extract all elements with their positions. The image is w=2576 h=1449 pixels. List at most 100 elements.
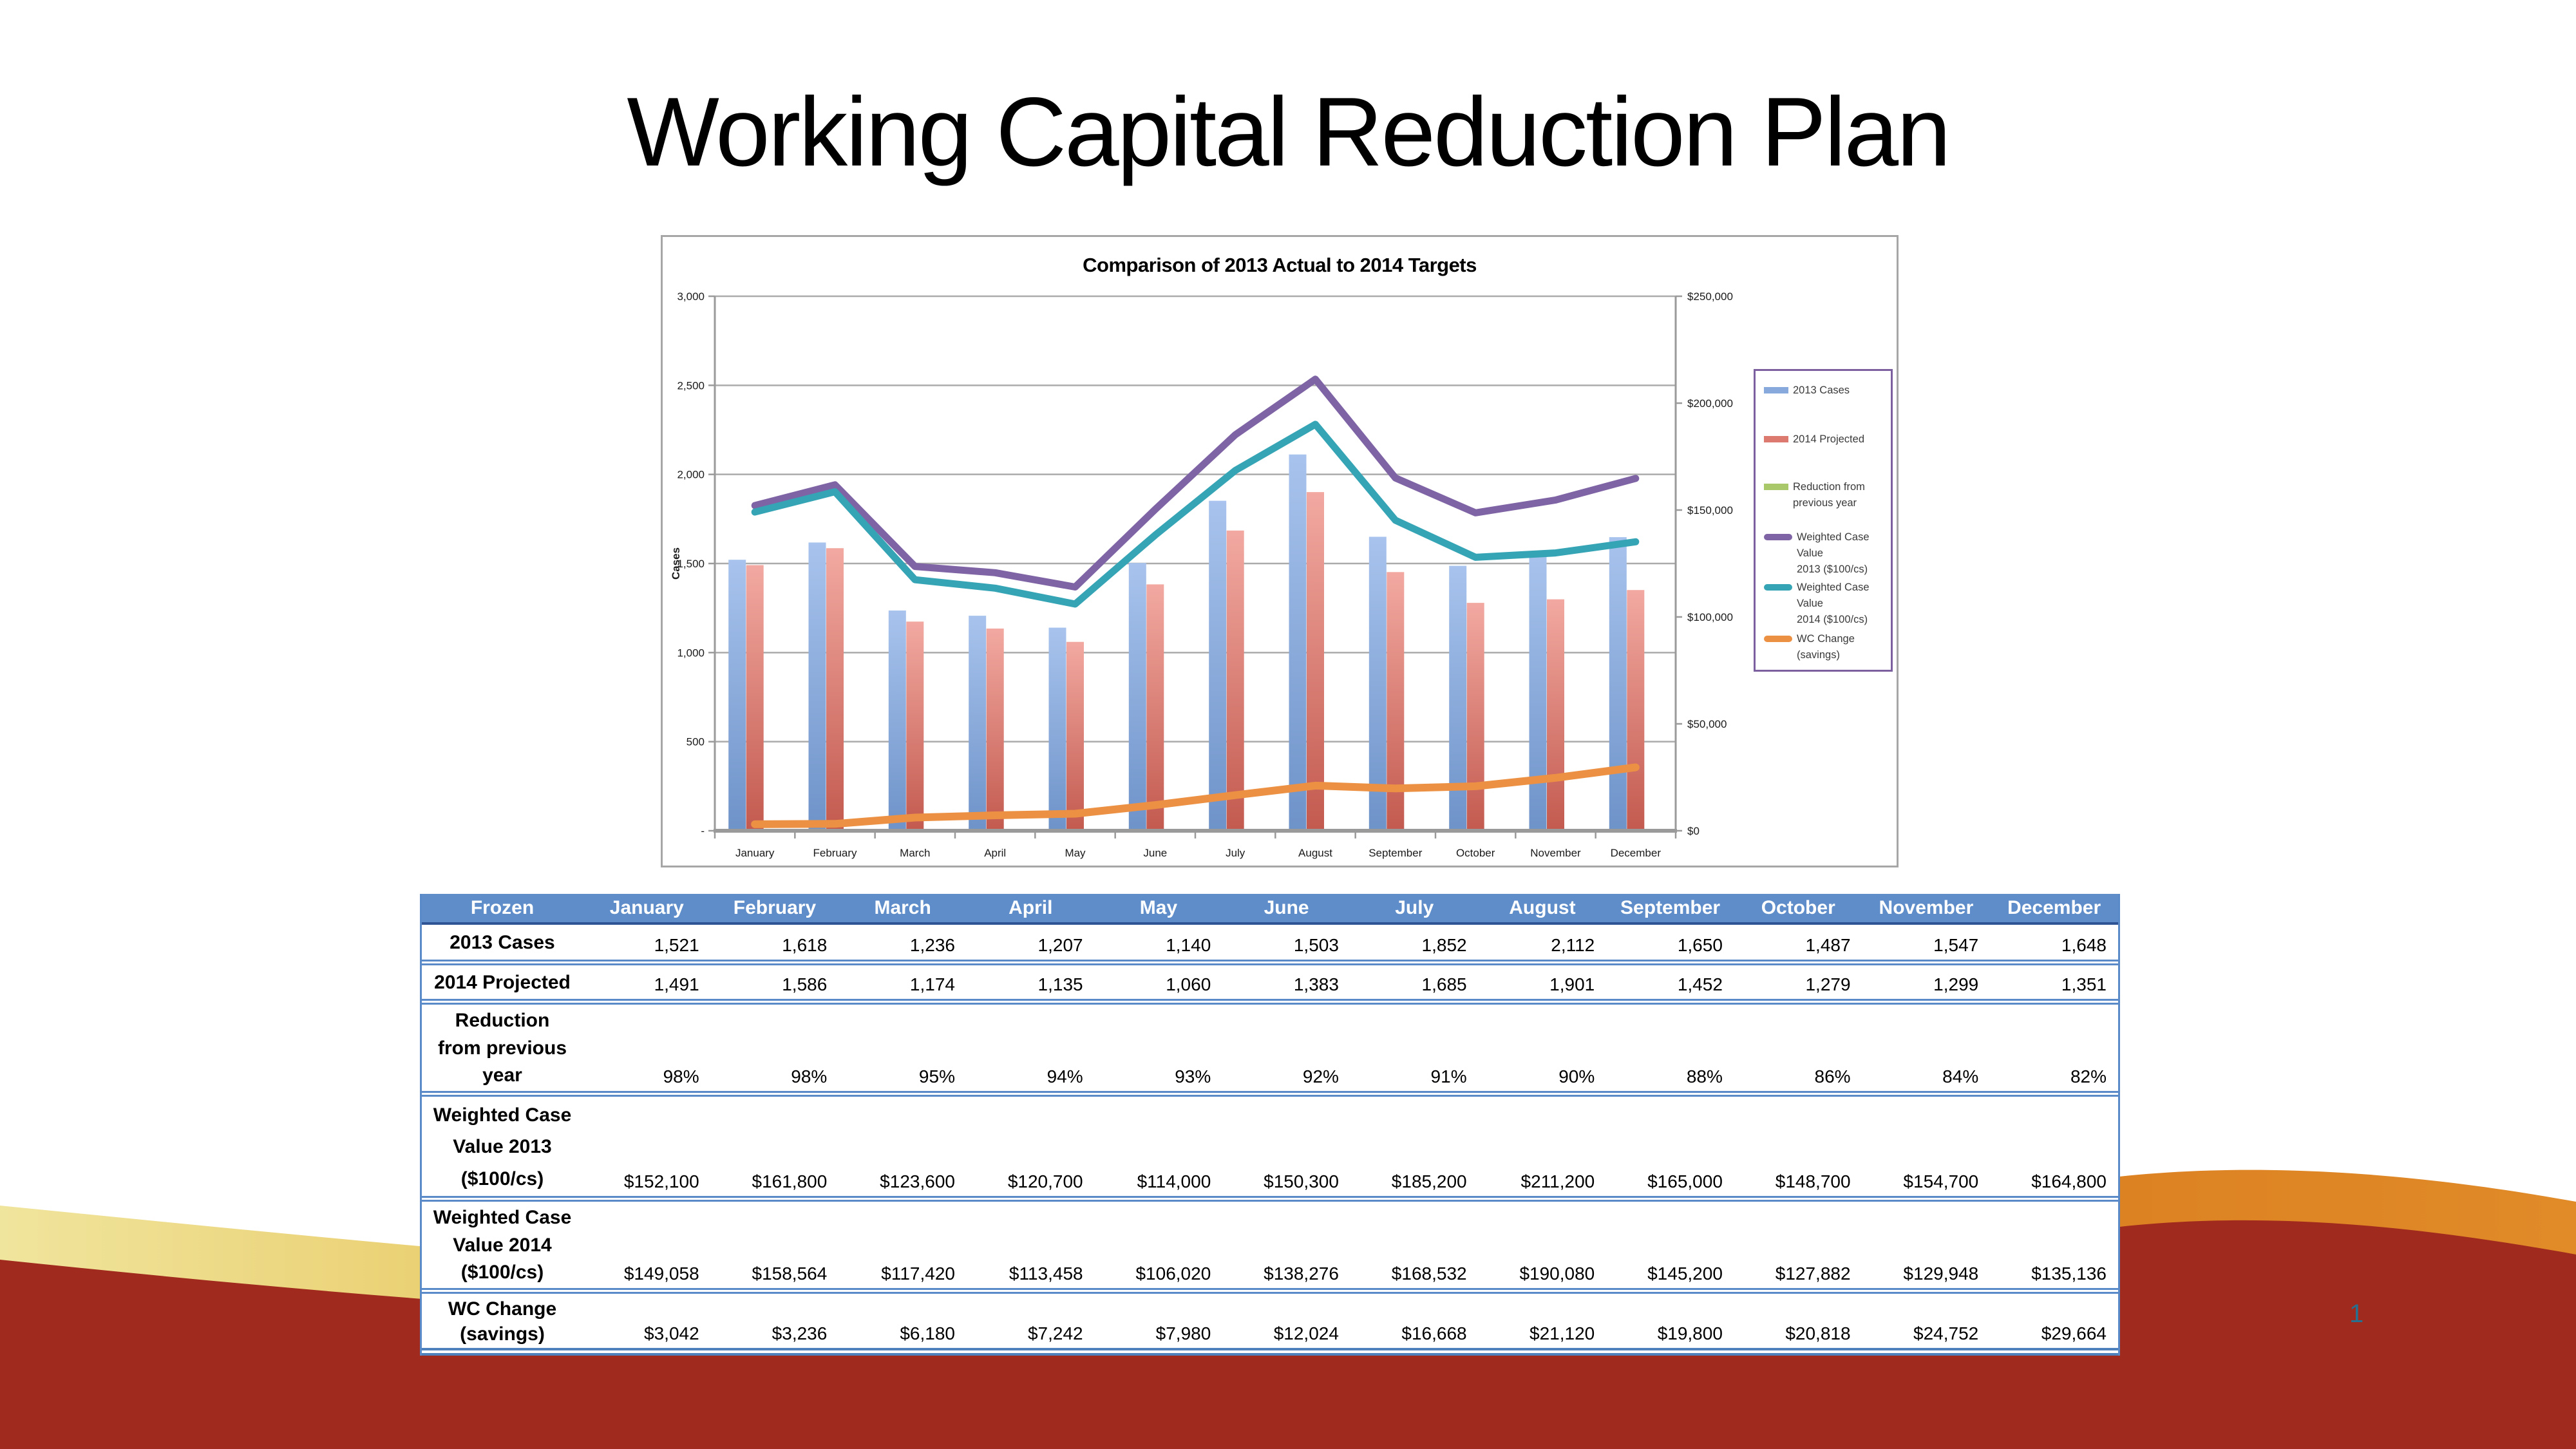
bar-swatch-icon — [1764, 387, 1788, 393]
value-cell: $150,300 — [1222, 1097, 1350, 1202]
bar-2014 — [986, 629, 1004, 831]
bar-2013 — [888, 611, 906, 831]
table-row: Reduction from previous year 98% 98% 95% 94% 93… — [422, 1005, 2118, 1097]
svg-text:-: - — [701, 825, 705, 837]
row-label-cell: WC Change (savings) — [422, 1294, 583, 1356]
svg-text:2,000: 2,000 — [677, 469, 705, 481]
header-cell-month: October — [1734, 894, 1862, 925]
value-cell: 1,140 — [1094, 925, 1223, 965]
value-cell: 1,487 — [1734, 925, 1862, 965]
value-cell: 1,279 — [1734, 965, 1862, 1005]
table-row: 2013 Cases 1,521 1,618 1,236 1,207 1,140 1,503… — [422, 925, 2118, 965]
value-cell: $158,564 — [710, 1202, 839, 1294]
header-cell-month: June — [1222, 894, 1350, 925]
svg-text:2,500: 2,500 — [677, 379, 705, 392]
bars-2014-projected — [746, 492, 1645, 831]
svg-text:November: November — [1530, 847, 1581, 859]
bar-2014 — [906, 621, 924, 831]
legend-item-2013-cases: 2013 Cases — [1764, 383, 1850, 399]
row-label-line: Weighted Case — [433, 1104, 572, 1126]
header-cell-month: July — [1350, 894, 1479, 925]
value-cell: $190,080 — [1478, 1202, 1607, 1294]
page-title: Working Capital Reduction Plan — [627, 77, 1951, 187]
value-cell: 1,135 — [966, 965, 1095, 1005]
value-cell: $3,236 — [710, 1294, 839, 1356]
row-label-line: Reduction — [455, 1009, 550, 1031]
table-header-row: Frozen January February March April May June Ju… — [422, 894, 2118, 925]
value-cell: $148,700 — [1734, 1097, 1862, 1202]
legend-item-wc-change-savings: WC Change (savings) — [1764, 631, 1891, 663]
value-cell: 91% — [1350, 1005, 1479, 1097]
table-row: Weighted Case Value 2014 ($100/cs) $149,058… — [422, 1202, 2118, 1294]
value-cell: 86% — [1734, 1005, 1862, 1097]
value-cell: 1,618 — [710, 925, 839, 965]
header-cell-month: March — [838, 894, 967, 925]
svg-text:1,000: 1,000 — [677, 647, 705, 659]
value-cell: 1,491 — [583, 965, 711, 1005]
value-cell: 1,547 — [1862, 925, 1991, 965]
row-label-line: from previous — [437, 1037, 567, 1059]
value-cell: $127,882 — [1734, 1202, 1862, 1294]
header-cell-month: February — [710, 894, 839, 925]
value-cell: $20,818 — [1734, 1294, 1862, 1356]
value-cell: 1,299 — [1862, 965, 1991, 1005]
bar-2013 — [728, 560, 746, 831]
bar-2014 — [1627, 590, 1645, 831]
value-cell: 1,503 — [1222, 925, 1350, 965]
legend-label: Reduction from previous year — [1793, 481, 1865, 509]
value-cell: $114,000 — [1094, 1097, 1223, 1202]
row-label-line: WC Change — [448, 1298, 557, 1320]
value-cell: 1,174 — [838, 965, 967, 1005]
svg-text:$0: $0 — [1687, 825, 1700, 837]
svg-text:$150,000: $150,000 — [1687, 504, 1733, 516]
row-label-line: 2014 Projected — [434, 972, 571, 993]
svg-text:June: June — [1143, 847, 1167, 859]
row-label-cell: Reduction from previous year — [422, 1005, 583, 1097]
row-label-cell: Weighted Case Value 2014 ($100/cs) — [422, 1202, 583, 1294]
value-cell: $149,058 — [583, 1202, 711, 1294]
row-label-line: Weighted Case — [433, 1206, 572, 1228]
svg-text:March: March — [900, 847, 930, 859]
row-label-line: Value 2013 — [453, 1136, 552, 1158]
value-cell: $24,752 — [1862, 1294, 1991, 1356]
chart-canvas: - 500 1,000 1,500 2,000 2,500 3,000 $0 $50,000 $1… — [663, 237, 1897, 869]
value-cell: $165,000 — [1606, 1097, 1734, 1202]
value-cell: $29,664 — [1990, 1294, 2118, 1356]
value-cell: 82% — [1990, 1005, 2118, 1097]
row-label-cell: Weighted Case Value 2013 ($100/cs) — [422, 1097, 583, 1202]
svg-text:April: April — [984, 847, 1006, 859]
bar-2013 — [1609, 537, 1627, 831]
row-label-line: ($100/cs) — [460, 1262, 544, 1283]
svg-text:August: August — [1298, 847, 1332, 859]
bar-2013 — [1529, 555, 1547, 831]
value-cell: 94% — [966, 1005, 1095, 1097]
header-cell-month: January — [583, 894, 711, 925]
line-swatch-icon — [1764, 584, 1792, 591]
page-number: 1 — [2349, 1300, 2364, 1328]
bar-2013 — [1368, 536, 1387, 831]
legend-item-2014-projected: 2014 Projected — [1764, 431, 1864, 448]
svg-text:1,500: 1,500 — [677, 558, 705, 570]
bar-swatch-icon — [1764, 484, 1788, 490]
value-cell: $123,600 — [838, 1097, 967, 1202]
bar-2014 — [1547, 599, 1564, 831]
value-cell: $135,136 — [1990, 1202, 2118, 1294]
svg-text:September: September — [1368, 847, 1422, 859]
svg-text:$50,000: $50,000 — [1687, 718, 1727, 730]
bar-2013 — [1048, 627, 1066, 831]
value-cell: $21,120 — [1478, 1294, 1607, 1356]
row-label-line: ($100/cs) — [460, 1168, 544, 1189]
bar-2013 — [1449, 565, 1467, 831]
header-cell-month: April — [966, 894, 1095, 925]
x-axis-labels: January February March April May June July Augu… — [735, 847, 1661, 859]
header-cell-month: August — [1478, 894, 1607, 925]
header-cell-frozen: Frozen — [422, 894, 583, 925]
value-cell: 1,383 — [1222, 965, 1350, 1005]
value-cell: 92% — [1222, 1005, 1350, 1097]
value-cell: 1,521 — [583, 925, 711, 965]
legend-label: 2014 Projected — [1793, 433, 1864, 445]
bar-2013 — [1128, 563, 1146, 831]
bars-2013-cases — [728, 454, 1627, 831]
y-axis-labels-left: - 500 1,000 1,500 2,000 2,500 3,000 — [677, 290, 705, 837]
